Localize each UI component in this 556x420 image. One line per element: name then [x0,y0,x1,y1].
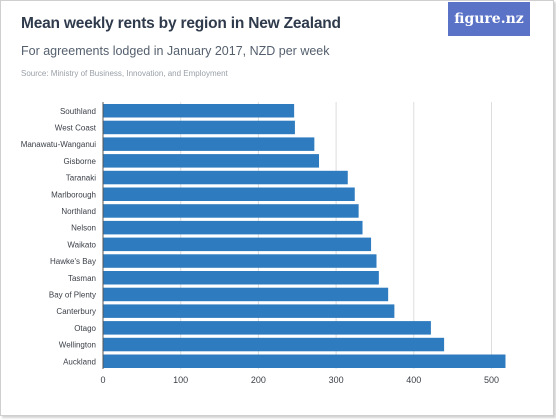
category-label: Hawke's Bay [50,257,96,266]
chart-subtitle: For agreements lodged in January 2017, N… [21,44,330,58]
bar [103,337,445,352]
bar [103,120,295,135]
category-label: Auckland [63,357,96,366]
figure-nz-logo[interactable]: figure.nz [448,2,530,36]
bar [103,170,348,185]
category-label: Taranaki [66,174,96,183]
category-label: Waikato [67,240,96,249]
category-label: Wellington [59,341,96,350]
chart-title: Mean weekly rents by region in New Zeala… [21,15,341,32]
bar [103,220,363,235]
x-tick-label: 200 [251,375,266,385]
x-tick-label: 300 [329,375,344,385]
category-label: Otago [74,324,96,333]
category-label: Canterbury [56,307,96,316]
category-label: Marlborough [51,190,96,199]
category-label: Manawatu-Wanganui [21,140,97,149]
x-tick-label: 100 [173,375,188,385]
bar [103,204,359,218]
bar [103,254,377,268]
bar [103,237,372,252]
category-label: Bay of Plenty [49,290,96,299]
category-label: Tasman [68,274,96,283]
category-label: Northland [61,207,96,216]
bar-chart: 0 100 200 300 400 500 Southland West Coast Manaw… [21,102,506,385]
bar [103,154,320,168]
category-label: Southland [60,107,96,116]
category-label: Gisborne [64,157,97,166]
bar [103,104,295,118]
x-tick-label: 500 [484,375,499,385]
category-label: Nelson [71,224,96,233]
bar [103,321,431,335]
bar [103,271,379,285]
bar [103,137,315,151]
bar [103,287,389,302]
bar [103,187,355,201]
category-label: West Coast [55,123,97,132]
bar [103,304,395,318]
x-tick-label: 0 [100,375,105,385]
chart-source: Source: Ministry of Business, Innovation… [21,69,228,78]
bar [103,354,506,368]
x-tick-label: 400 [406,375,421,385]
